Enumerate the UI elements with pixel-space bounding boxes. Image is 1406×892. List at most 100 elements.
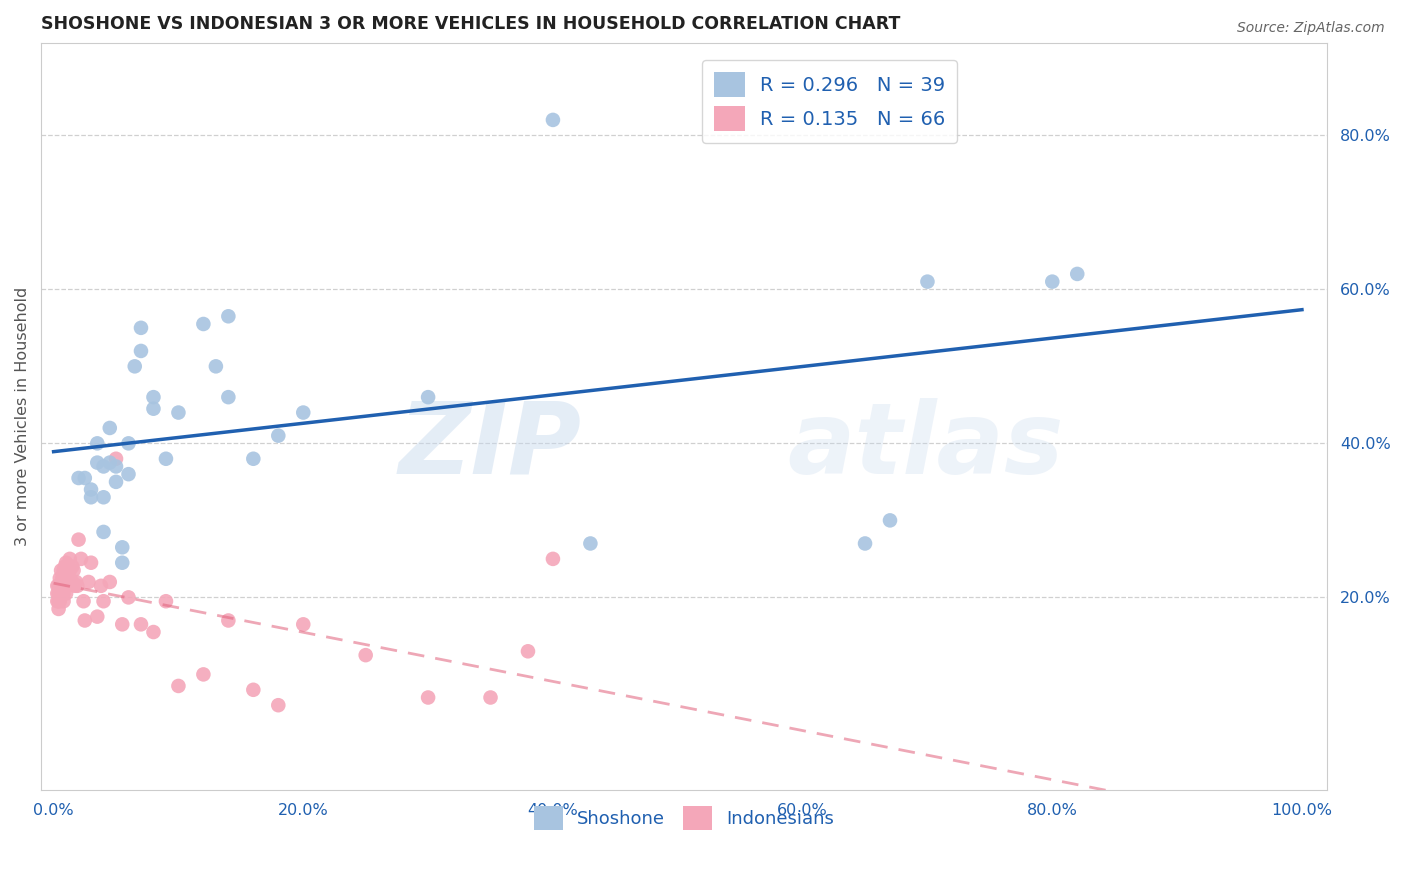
Point bbox=[52, 594, 75, 608]
Point bbox=[46, 594, 69, 608]
Point bbox=[48, 602, 70, 616]
Point bbox=[193, 317, 215, 331]
Point bbox=[129, 321, 152, 335]
Point bbox=[217, 614, 239, 628]
Point bbox=[193, 667, 215, 681]
Point bbox=[55, 586, 77, 600]
Point bbox=[80, 490, 103, 504]
Point bbox=[46, 579, 69, 593]
Point bbox=[59, 552, 82, 566]
Point bbox=[60, 574, 83, 589]
Point bbox=[53, 574, 76, 589]
Point bbox=[52, 563, 75, 577]
Point bbox=[70, 552, 93, 566]
Point bbox=[62, 563, 84, 577]
Point bbox=[242, 682, 264, 697]
Point bbox=[111, 556, 134, 570]
Point bbox=[46, 586, 69, 600]
Point bbox=[49, 586, 72, 600]
Point bbox=[51, 571, 73, 585]
Point bbox=[124, 359, 146, 374]
Point bbox=[142, 390, 165, 404]
Point bbox=[129, 343, 152, 358]
Text: Source: ZipAtlas.com: Source: ZipAtlas.com bbox=[1237, 21, 1385, 35]
Point bbox=[217, 390, 239, 404]
Point bbox=[48, 586, 70, 600]
Point bbox=[117, 467, 139, 482]
Point bbox=[416, 390, 439, 404]
Point bbox=[879, 513, 901, 527]
Point bbox=[56, 559, 79, 574]
Point bbox=[63, 579, 86, 593]
Text: ZIP: ZIP bbox=[398, 398, 581, 495]
Point bbox=[66, 579, 89, 593]
Point bbox=[217, 310, 239, 324]
Text: SHOSHONE VS INDONESIAN 3 OR MORE VEHICLES IN HOUSEHOLD CORRELATION CHART: SHOSHONE VS INDONESIAN 3 OR MORE VEHICLE… bbox=[41, 15, 900, 33]
Point bbox=[72, 594, 94, 608]
Point bbox=[479, 690, 502, 705]
Point bbox=[853, 536, 876, 550]
Point bbox=[67, 533, 90, 547]
Text: atlas: atlas bbox=[787, 398, 1063, 495]
Point bbox=[155, 594, 177, 608]
Point bbox=[59, 563, 82, 577]
Point bbox=[205, 359, 228, 374]
Point bbox=[267, 698, 290, 713]
Point bbox=[93, 524, 115, 539]
Point bbox=[1040, 275, 1063, 289]
Point bbox=[242, 451, 264, 466]
Point bbox=[167, 406, 190, 420]
Point bbox=[117, 436, 139, 450]
Point bbox=[49, 571, 72, 585]
Point bbox=[49, 563, 72, 577]
Point bbox=[55, 579, 77, 593]
Legend: Shoshone, Indonesians: Shoshone, Indonesians bbox=[526, 799, 842, 837]
Point bbox=[105, 475, 128, 489]
Point bbox=[53, 559, 76, 574]
Point bbox=[55, 567, 77, 582]
Point bbox=[73, 471, 96, 485]
Point bbox=[67, 471, 90, 485]
Point bbox=[49, 586, 72, 600]
Point bbox=[98, 574, 121, 589]
Point bbox=[155, 451, 177, 466]
Point bbox=[541, 112, 564, 127]
Point bbox=[49, 579, 72, 593]
Point bbox=[416, 690, 439, 705]
Point bbox=[90, 579, 112, 593]
Point bbox=[354, 648, 377, 662]
Point bbox=[517, 644, 540, 658]
Point bbox=[58, 574, 80, 589]
Point bbox=[73, 614, 96, 628]
Point bbox=[60, 574, 83, 589]
Point bbox=[111, 541, 134, 555]
Point bbox=[111, 617, 134, 632]
Point bbox=[98, 421, 121, 435]
Point bbox=[80, 483, 103, 497]
Point bbox=[1066, 267, 1088, 281]
Point bbox=[93, 490, 115, 504]
Point bbox=[105, 451, 128, 466]
Point bbox=[98, 456, 121, 470]
Point bbox=[167, 679, 190, 693]
Point bbox=[48, 594, 70, 608]
Point bbox=[117, 591, 139, 605]
Point bbox=[93, 459, 115, 474]
Point bbox=[86, 456, 108, 470]
Point bbox=[77, 574, 100, 589]
Point bbox=[55, 556, 77, 570]
Point bbox=[52, 574, 75, 589]
Point bbox=[60, 559, 83, 574]
Point bbox=[52, 586, 75, 600]
Point bbox=[65, 574, 87, 589]
Point bbox=[142, 401, 165, 416]
Point bbox=[49, 594, 72, 608]
Point bbox=[292, 406, 315, 420]
Point bbox=[267, 428, 290, 442]
Point bbox=[93, 594, 115, 608]
Point bbox=[142, 625, 165, 640]
Point bbox=[292, 617, 315, 632]
Point bbox=[86, 436, 108, 450]
Point bbox=[49, 579, 72, 593]
Point bbox=[579, 536, 602, 550]
